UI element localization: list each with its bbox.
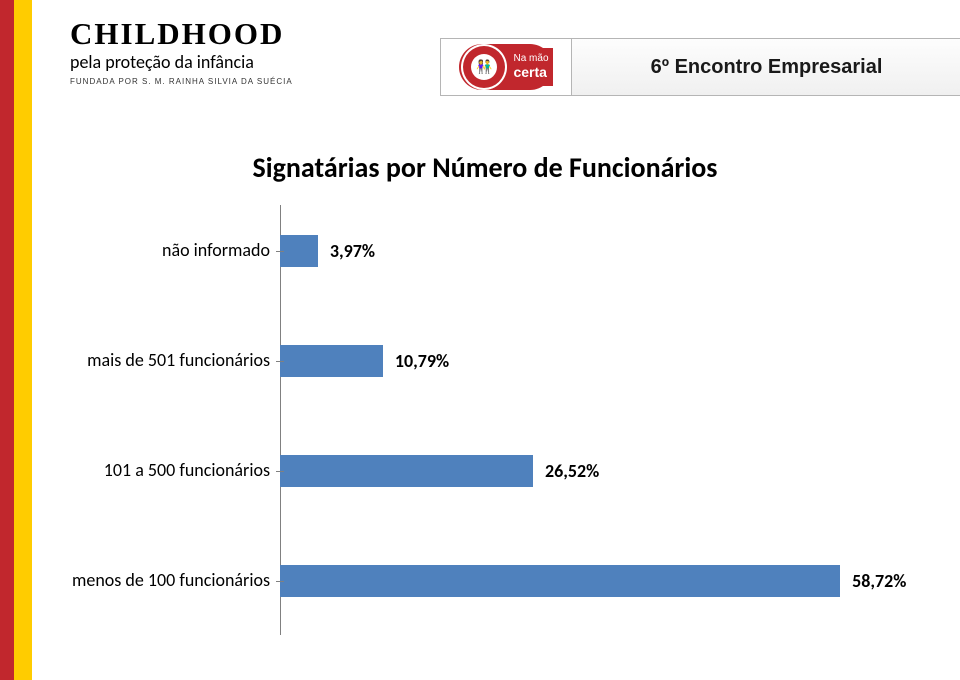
badge-na-mao-certa: 👫 Na mão certa [441,39,572,95]
category-label: não informado [70,241,280,261]
header: CHILDHOOD pela proteção da infância FUND… [70,18,940,118]
bar [280,235,318,267]
badge-line2: certa [513,65,548,80]
chart-plot: não informado 3,97% mais de 501 funcioná… [70,205,900,635]
bar-track: 10,79% [280,345,900,377]
bar-track: 3,97% [280,235,900,267]
chart-title: Signatárias por Número de Funcionários [70,150,900,185]
event-title: 6º Encontro Empresarial [572,56,960,79]
stripe-red [0,0,14,680]
axis-tick [276,361,284,362]
axis-tick [276,251,284,252]
bar-track: 58,72% [280,565,900,597]
logo-founder: FUNDADA POR S. M. RAINHA SILVIA DA SUÉCI… [70,77,350,86]
value-label: 10,79% [383,345,449,377]
badge-circle: 👫 [461,44,507,90]
chart-row: 101 a 500 funcionários 26,52% [70,455,900,487]
bar [280,345,383,377]
bar-track: 26,52% [280,455,900,487]
header-banner: 👫 Na mão certa 6º Encontro Empresarial [440,38,960,96]
chart-row: menos de 100 funcionários 58,72% [70,565,900,597]
value-label: 26,52% [533,455,599,487]
category-label: 101 a 500 funcionários [70,461,280,481]
bar [280,565,840,597]
badge-text: Na mão certa [513,48,552,85]
chart-row: não informado 3,97% [70,235,900,267]
category-label: mais de 501 funcionários [70,351,280,371]
category-label: menos de 100 funcionários [70,571,280,591]
axis-tick [276,471,284,472]
axis-tick [276,581,284,582]
stripe-yellow [14,0,32,680]
value-label: 58,72% [840,565,906,597]
value-label: 3,97% [318,235,375,267]
badge-line1: Na mão [513,53,548,64]
logo-subtitle: pela proteção da infância [70,51,350,73]
logo-childhood: CHILDHOOD pela proteção da infância FUND… [70,18,350,86]
logo-title: CHILDHOOD [70,18,350,49]
people-icon: 👫 [471,54,497,80]
chart: Signatárias por Número de Funcionários n… [70,150,900,650]
side-stripe [0,0,32,680]
chart-row: mais de 501 funcionários 10,79% [70,345,900,377]
bar [280,455,533,487]
